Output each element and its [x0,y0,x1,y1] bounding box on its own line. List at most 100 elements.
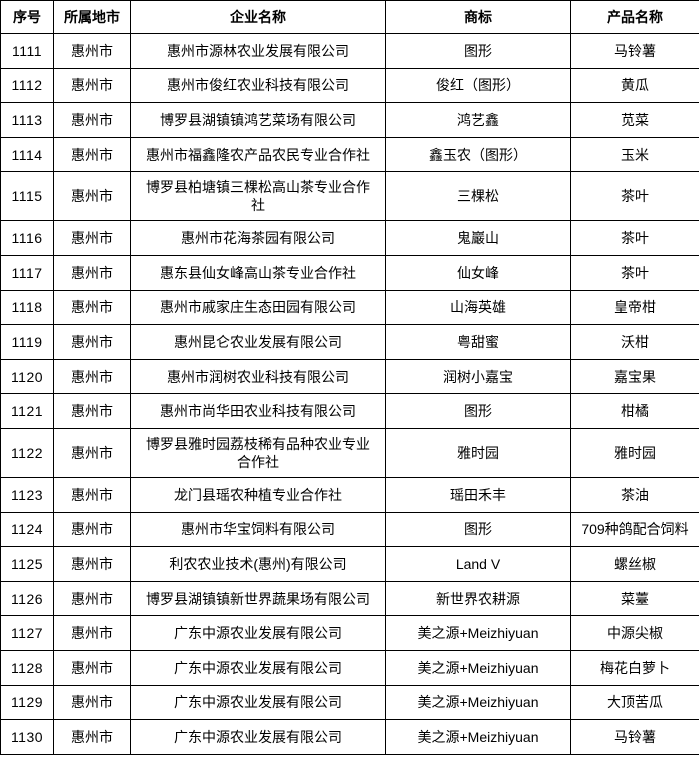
cell-serial-number: 1116 [0,220,54,256]
cell-serial-number: 1111 [0,33,54,69]
cell-trademark: 新世界农耕源 [385,580,571,617]
cell-company-name: 博罗县湖镇镇鸿艺菜场有限公司 [130,102,386,138]
cell-company-name: 广东中源农业发展有限公司 [130,684,386,721]
cell-product-name: 大顶苦瓜 [570,684,699,721]
table-row: 1121 惠州市 惠州市尚华田农业科技有限公司 图形 柑橘 [0,393,699,429]
cell-serial-number: 1117 [0,254,54,291]
cell-product-name: 菜薹 [570,580,699,617]
cell-serial-number: 1115 [0,171,54,222]
cell-city: 惠州市 [53,393,131,429]
cell-serial-number: 1128 [0,649,54,686]
cell-company-name: 惠州市华宝饲料有限公司 [130,511,386,548]
cell-serial-number: 1121 [0,393,54,429]
cell-product-name: 螺丝椒 [570,546,699,582]
table-row: 1126 惠州市 博罗县湖镇镇新世界蔬果场有限公司 新世界农耕源 菜薹 [0,580,699,617]
cell-product-name: 马铃薯 [570,33,699,69]
header-cell-product: 产品名称 [570,0,699,34]
cell-product-name: 柑橘 [570,393,699,429]
cell-city: 惠州市 [53,580,131,617]
table-row: 1125 惠州市 利农农业技术(惠州)有限公司 Land V 螺丝椒 [0,546,699,582]
cell-company-name: 惠州市戚家庄生态田园有限公司 [130,289,386,326]
cell-serial-number: 1113 [0,102,54,138]
cell-product-name: 茶叶 [570,254,699,291]
cell-city: 惠州市 [53,476,131,513]
cell-trademark: 仙女峰 [385,254,571,291]
table-row: 1113 惠州市 博罗县湖镇镇鸿艺菜场有限公司 鸿艺鑫 苋菜 [0,102,699,138]
cell-company-name: 惠东县仙女峰高山茶专业合作社 [130,254,386,291]
cell-trademark: 图形 [385,511,571,548]
cell-serial-number: 1129 [0,684,54,721]
header-cell-trademark: 商标 [385,0,571,34]
header-cell-city: 所属地市 [53,0,131,34]
cell-serial-number: 1119 [0,324,54,360]
cell-serial-number: 1122 [0,427,54,478]
cell-company-name: 博罗县湖镇镇新世界蔬果场有限公司 [130,580,386,617]
cell-product-name: 黄瓜 [570,67,699,104]
cell-product-name: 玉米 [570,136,699,173]
cell-trademark: 美之源+Meizhiyuan [385,684,571,721]
table-row: 1129 惠州市 广东中源农业发展有限公司 美之源+Meizhiyuan 大顶苦… [0,684,699,721]
cell-product-name: 茶油 [570,476,699,513]
cell-company-name: 惠州市花海茶园有限公司 [130,220,386,256]
cell-company-name: 惠州昆仑农业发展有限公司 [130,324,386,360]
cell-city: 惠州市 [53,684,131,721]
cell-serial-number: 1123 [0,476,54,513]
cell-company-name: 惠州市俊红农业科技有限公司 [130,67,386,104]
cell-serial-number: 1125 [0,546,54,582]
cell-city: 惠州市 [53,67,131,104]
cell-company-name: 惠州市源林农业发展有限公司 [130,33,386,69]
cell-company-name: 惠州市福鑫隆农产品农民专业合作社 [130,136,386,173]
table-row: 1122 惠州市 博罗县雅时园荔枝稀有品种农业专业合作社 雅时园 雅时园 [0,427,699,478]
cell-trademark: 美之源+Meizhiyuan [385,719,571,755]
header-cell-company: 企业名称 [130,0,386,34]
cell-city: 惠州市 [53,719,131,755]
cell-company-name: 广东中源农业发展有限公司 [130,615,386,651]
cell-trademark: 俊红（图形） [385,67,571,104]
cell-city: 惠州市 [53,102,131,138]
cell-company-name: 博罗县雅时园荔枝稀有品种农业专业合作社 [130,427,386,478]
cell-city: 惠州市 [53,546,131,582]
cell-product-name: 茶叶 [570,171,699,222]
cell-trademark: 瑶田禾丰 [385,476,571,513]
table-row: 1124 惠州市 惠州市华宝饲料有限公司 图形 709种鸽配合饲料 [0,511,699,548]
cell-trademark: 雅时园 [385,427,571,478]
cell-company-name: 惠州市润树农业科技有限公司 [130,358,386,395]
cell-company-name: 博罗县柏塘镇三棵松高山茶专业合作社 [130,171,386,222]
table-row: 1128 惠州市 广东中源农业发展有限公司 美之源+Meizhiyuan 梅花白… [0,649,699,686]
cell-city: 惠州市 [53,358,131,395]
table-row: 1116 惠州市 惠州市花海茶园有限公司 鬼巖山 茶叶 [0,220,699,256]
cell-trademark: 鸿艺鑫 [385,102,571,138]
cell-serial-number: 1126 [0,580,54,617]
cell-city: 惠州市 [53,171,131,222]
table-row: 1111 惠州市 惠州市源林农业发展有限公司 图形 马铃薯 [0,33,699,69]
table-row: 1120 惠州市 惠州市润树农业科技有限公司 润树小嘉宝 嘉宝果 [0,358,699,395]
cell-trademark: 山海英雄 [385,289,571,326]
cell-city: 惠州市 [53,511,131,548]
table-row: 1119 惠州市 惠州昆仑农业发展有限公司 粤甜蜜 沃柑 [0,324,699,360]
cell-product-name: 马铃薯 [570,719,699,755]
cell-product-name: 雅时园 [570,427,699,478]
cell-city: 惠州市 [53,220,131,256]
cell-product-name: 中源尖椒 [570,615,699,651]
cell-trademark: 粤甜蜜 [385,324,571,360]
cell-product-name: 709种鸽配合饲料 [570,511,699,548]
cell-serial-number: 1114 [0,136,54,173]
cell-trademark: 美之源+Meizhiyuan [385,649,571,686]
table-row: 1127 惠州市 广东中源农业发展有限公司 美之源+Meizhiyuan 中源尖… [0,615,699,651]
cell-city: 惠州市 [53,289,131,326]
cell-company-name: 广东中源农业发展有限公司 [130,649,386,686]
header-cell-no: 序号 [0,0,54,34]
cell-company-name: 龙门县瑶农种植专业合作社 [130,476,386,513]
table-row: 1123 惠州市 龙门县瑶农种植专业合作社 瑶田禾丰 茶油 [0,476,699,513]
cell-city: 惠州市 [53,254,131,291]
table-row: 1118 惠州市 惠州市戚家庄生态田园有限公司 山海英雄 皇帝柑 [0,289,699,326]
table-row: 1112 惠州市 惠州市俊红农业科技有限公司 俊红（图形） 黄瓜 [0,67,699,104]
cell-serial-number: 1130 [0,719,54,755]
cell-product-name: 沃柑 [570,324,699,360]
cell-trademark: 图形 [385,393,571,429]
table-row: 1130 惠州市 广东中源农业发展有限公司 美之源+Meizhiyuan 马铃薯 [0,719,699,755]
cell-product-name: 皇帝柑 [570,289,699,326]
cell-city: 惠州市 [53,324,131,360]
cell-serial-number: 1118 [0,289,54,326]
table-body: 1111 惠州市 惠州市源林农业发展有限公司 图形 马铃薯 1112 惠州市 惠… [0,33,699,755]
